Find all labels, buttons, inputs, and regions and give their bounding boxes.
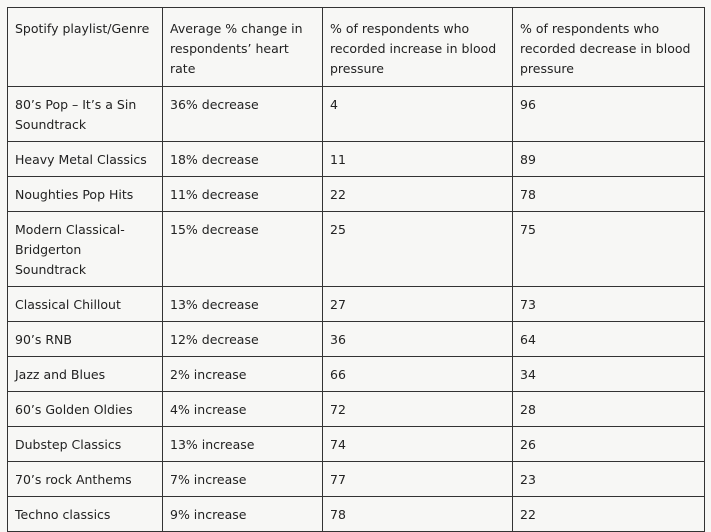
table-cell: Modern Classical-Bridgerton Soundtrack (7, 211, 163, 287)
table-cell: 18% decrease (162, 141, 323, 177)
table-cell: 60’s Golden Oldies (7, 391, 163, 427)
results-table: Spotify playlist/Genre Average % change i… (7, 7, 705, 532)
header-row: Spotify playlist/Genre Average % change i… (7, 7, 705, 87)
table-row: Techno classics 9% increase 78 22 (7, 496, 705, 532)
table-cell: 26 (512, 426, 705, 462)
page: Spotify playlist/Genre Average % change i… (7, 7, 705, 532)
table-cell: 90’s RNB (7, 321, 163, 357)
table-row: Classical Chillout 13% decrease 27 73 (7, 286, 705, 322)
table-cell: 74 (322, 426, 513, 462)
header-cell: Average % change in respondents’ heart r… (162, 7, 323, 87)
table-cell: 4 (322, 86, 513, 142)
table-cell: Dubstep Classics (7, 426, 163, 462)
table-cell: 11 (322, 141, 513, 177)
table-cell: 28 (512, 391, 705, 427)
table-row: 80’s Pop – It’s a Sin Soundtrack 36% decr… (7, 86, 705, 142)
table-cell: 4% increase (162, 391, 323, 427)
table-cell: Techno classics (7, 496, 163, 532)
table-body: 80’s Pop – It’s a Sin Soundtrack 36% decr… (7, 86, 705, 532)
table-cell: 12% decrease (162, 321, 323, 357)
table-cell: 70’s rock Anthems (7, 461, 163, 497)
table-cell: 96 (512, 86, 705, 142)
table-cell: 15% decrease (162, 211, 323, 287)
table-row: Heavy Metal Classics 18% decrease 11 89 (7, 141, 705, 177)
table-cell: 66 (322, 356, 513, 392)
table-row: 90’s RNB 12% decrease 36 64 (7, 321, 705, 357)
table-cell: 78 (322, 496, 513, 532)
table-row: Jazz and Blues 2% increase 66 34 (7, 356, 705, 392)
table-cell: 13% decrease (162, 286, 323, 322)
table-cell: Noughties Pop Hits (7, 176, 163, 212)
table-cell: 2% increase (162, 356, 323, 392)
header-cell: Spotify playlist/Genre (7, 7, 163, 87)
table-cell: 72 (322, 391, 513, 427)
table-row: 70’s rock Anthems 7% increase 77 23 (7, 461, 705, 497)
header-cell: % of respondents who recorded increase i… (322, 7, 513, 87)
table-cell: Heavy Metal Classics (7, 141, 163, 177)
table-cell: 22 (322, 176, 513, 212)
table-cell: 80’s Pop – It’s a Sin Soundtrack (7, 86, 163, 142)
table-row: 60’s Golden Oldies 4% increase 72 28 (7, 391, 705, 427)
table-cell: 36 (322, 321, 513, 357)
table-cell: 23 (512, 461, 705, 497)
table-cell: 89 (512, 141, 705, 177)
table-cell: 9% increase (162, 496, 323, 532)
table-cell: 7% increase (162, 461, 323, 497)
table-cell: 77 (322, 461, 513, 497)
table-cell: Jazz and Blues (7, 356, 163, 392)
table-cell: 34 (512, 356, 705, 392)
table-cell: 78 (512, 176, 705, 212)
header-cell: % of respondents who recorded decrease i… (512, 7, 705, 87)
table-cell: 73 (512, 286, 705, 322)
table-cell: 36% decrease (162, 86, 323, 142)
table-cell: 64 (512, 321, 705, 357)
table-cell: 75 (512, 211, 705, 287)
table-row: Dubstep Classics 13% increase 74 26 (7, 426, 705, 462)
table-cell: 22 (512, 496, 705, 532)
table-row: Modern Classical-Bridgerton Soundtrack 15… (7, 211, 705, 287)
table-cell: 27 (322, 286, 513, 322)
table-cell: 25 (322, 211, 513, 287)
table-cell: Classical Chillout (7, 286, 163, 322)
table-cell: 11% decrease (162, 176, 323, 212)
table-row: Noughties Pop Hits 11% decrease 22 78 (7, 176, 705, 212)
table-cell: 13% increase (162, 426, 323, 462)
